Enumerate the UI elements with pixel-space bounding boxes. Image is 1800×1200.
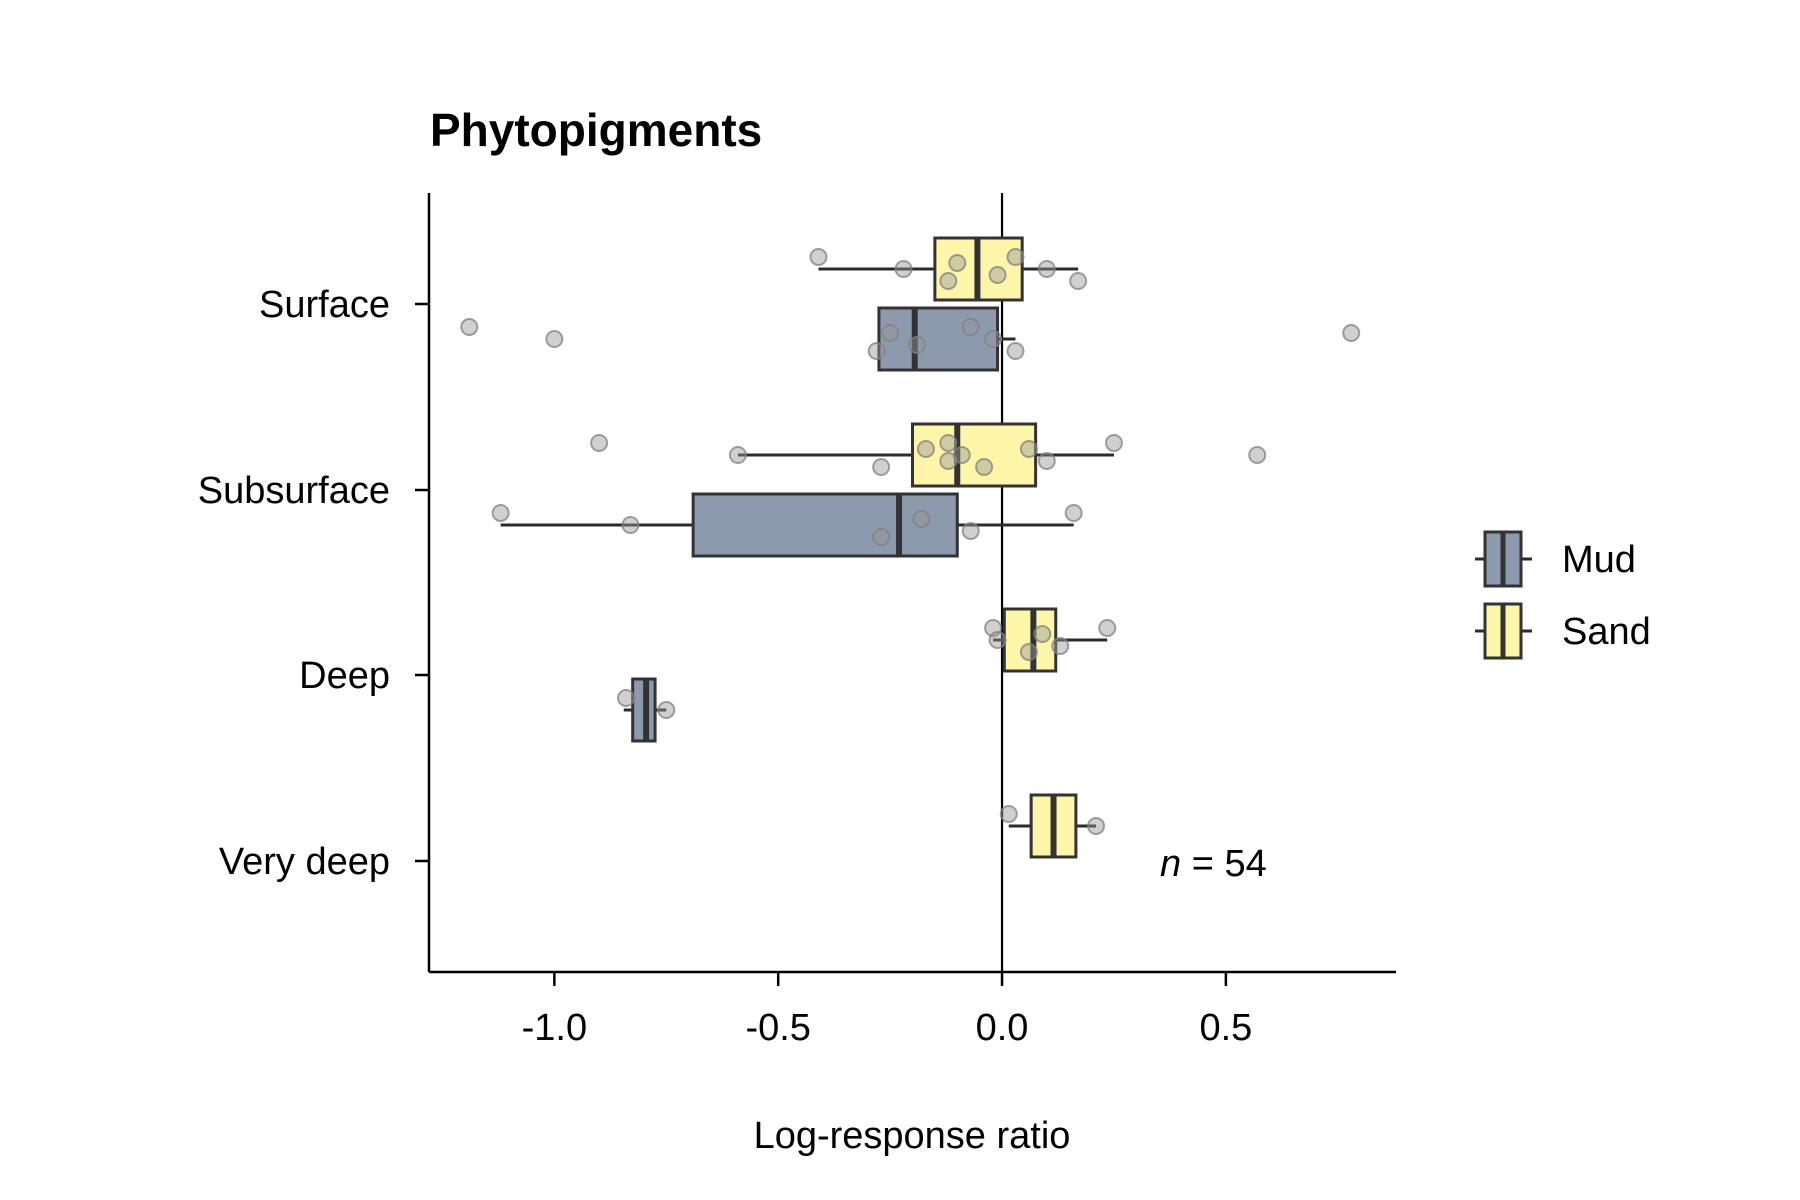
y-tick-label: Surface bbox=[259, 284, 390, 326]
x-axis-label: Log-response ratio bbox=[754, 1115, 1071, 1157]
data-point bbox=[999, 805, 1018, 823]
data-point bbox=[809, 248, 828, 266]
data-point bbox=[1006, 342, 1025, 360]
y-tick-label: Deep bbox=[299, 655, 390, 697]
data-point bbox=[1037, 452, 1056, 470]
legend: Mud Sand bbox=[1475, 530, 1651, 660]
y-tick-label: Subsurface bbox=[198, 470, 390, 512]
data-point bbox=[961, 522, 980, 540]
data-point bbox=[621, 516, 640, 534]
data-point bbox=[916, 440, 935, 458]
data-point bbox=[1019, 440, 1038, 458]
sand-deep-box bbox=[993, 607, 1108, 673]
data-point bbox=[988, 631, 1007, 649]
y-tick-label: Very deep bbox=[219, 841, 390, 883]
data-point bbox=[872, 458, 891, 476]
data-point bbox=[1064, 504, 1083, 522]
data-point bbox=[1069, 272, 1088, 290]
box-iqr bbox=[877, 306, 1000, 372]
data-point bbox=[616, 689, 635, 707]
box-iqr bbox=[691, 492, 959, 558]
data-point bbox=[984, 330, 1003, 348]
data-point bbox=[590, 434, 609, 452]
data-point bbox=[948, 254, 967, 272]
data-point bbox=[1051, 637, 1070, 655]
data-point bbox=[939, 434, 958, 452]
sample-size-annotation: n = 54 bbox=[1160, 843, 1267, 885]
data-point bbox=[1037, 260, 1056, 278]
x-tick-label: -0.5 bbox=[745, 1007, 810, 1049]
legend-item-mud: Mud bbox=[1475, 530, 1636, 588]
plot-area bbox=[460, 193, 1361, 972]
x-tick-label: 0.0 bbox=[976, 1007, 1029, 1049]
chart-title: Phytopigments bbox=[430, 104, 762, 156]
legend-item-sand: Sand bbox=[1475, 602, 1651, 660]
data-point bbox=[872, 528, 891, 546]
data-point bbox=[907, 336, 926, 354]
mud-deep-box bbox=[623, 677, 667, 743]
sand-very-deep-box bbox=[1008, 793, 1097, 859]
data-point bbox=[1006, 248, 1025, 266]
data-point bbox=[881, 324, 900, 342]
data-point bbox=[1019, 643, 1038, 661]
data-point bbox=[657, 701, 676, 719]
x-axis-ticks: -1.0 -0.5 0.0 0.5 bbox=[522, 972, 1252, 1049]
data-point bbox=[975, 458, 994, 476]
data-point bbox=[1098, 619, 1117, 637]
data-point bbox=[1104, 434, 1123, 452]
data-point bbox=[1033, 625, 1052, 643]
data-point bbox=[961, 318, 980, 336]
sample-size-value: = 54 bbox=[1181, 843, 1267, 885]
data-point bbox=[867, 342, 886, 360]
box-iqr bbox=[911, 422, 1038, 488]
data-point bbox=[1342, 324, 1361, 342]
sample-size-symbol: n bbox=[1160, 843, 1181, 885]
data-point bbox=[912, 510, 931, 528]
data-point bbox=[988, 266, 1007, 284]
data-point bbox=[952, 446, 971, 464]
data-point bbox=[894, 260, 913, 278]
sand-subsurface-box bbox=[737, 422, 1114, 488]
data-point bbox=[728, 446, 747, 464]
mud-subsurface-box bbox=[500, 492, 1074, 558]
y-axis-ticks: Surface Subsurface Deep Very deep bbox=[198, 284, 429, 883]
data-point bbox=[1087, 817, 1106, 835]
data-point bbox=[491, 504, 510, 522]
legend-label: Mud bbox=[1562, 539, 1636, 581]
data-point bbox=[939, 272, 958, 290]
mud-surface-box bbox=[877, 306, 1016, 372]
data-point bbox=[1248, 446, 1267, 464]
legend-label: Sand bbox=[1562, 611, 1651, 653]
data-point bbox=[545, 330, 564, 348]
x-tick-label: 0.5 bbox=[1199, 1007, 1252, 1049]
data-point bbox=[460, 318, 479, 336]
x-tick-label: -1.0 bbox=[522, 1007, 587, 1049]
